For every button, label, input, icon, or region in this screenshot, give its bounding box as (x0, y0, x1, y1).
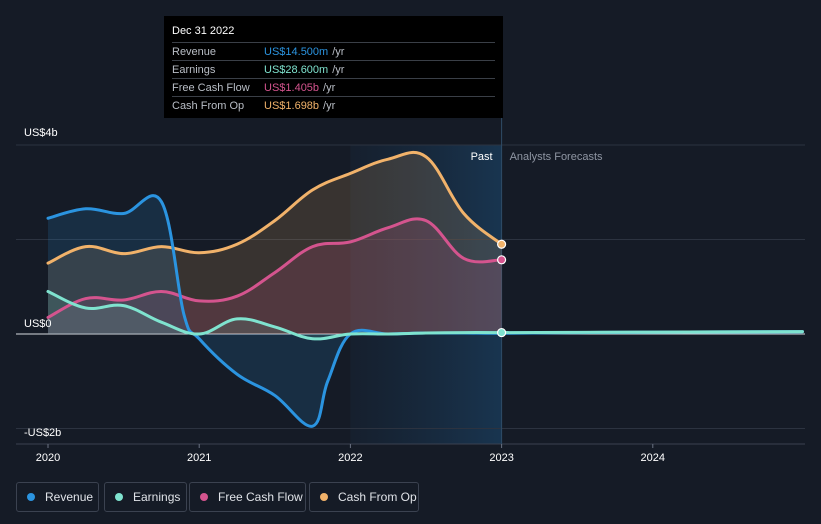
x-tick-label: 2023 (489, 452, 513, 464)
tooltip-row-value: US$28.600m (264, 63, 329, 76)
legend-item-cash-from-op[interactable]: Cash From Op (309, 482, 419, 512)
tooltip-row-label: Cash From Op (172, 99, 245, 112)
earnings-marker[interactable] (497, 327, 507, 338)
cash-from-op-line (46, 150, 504, 265)
y-tick-label: US$0 (24, 318, 52, 330)
legend-label: Revenue (45, 490, 94, 504)
free-cash-flow-area (48, 218, 502, 334)
legend-dot-icon (320, 493, 328, 501)
legend-item-earnings[interactable]: Earnings (104, 482, 187, 512)
cash-from-op-area (48, 152, 502, 334)
legend-item-free-cash-flow[interactable]: Free Cash Flow (189, 482, 306, 512)
earnings-area (48, 291, 803, 339)
data-tooltip: Dec 31 2022 Revenue US$14.500m/yr Earnings… (164, 16, 503, 118)
tooltip-row-unit: /yr (332, 45, 345, 58)
past-label: Past (471, 151, 493, 163)
tooltip-row-unit: /yr (323, 81, 336, 94)
y-tick-label: US$4b (24, 127, 58, 139)
x-tick-label: 2020 (36, 452, 60, 464)
cash-from-op-marker[interactable] (497, 239, 507, 249)
tooltip-row-label: Earnings (172, 63, 216, 76)
free-cash-flow-line (46, 217, 504, 319)
tooltip-row-unit: /yr (332, 63, 345, 76)
tooltip-row: Revenue US$14.500m/yr (172, 42, 495, 60)
forecast-label: Analysts Forecasts (510, 151, 603, 163)
x-tick-label: 2024 (641, 452, 665, 464)
tooltip-row-value: US$1.698b (264, 99, 320, 112)
tooltip-row: Earnings US$28.600m/yr (172, 60, 495, 78)
y-tick-label: -US$2b (24, 427, 61, 439)
tooltip-row-label: Free Cash Flow (172, 81, 250, 94)
legend-dot-icon (27, 493, 35, 501)
tooltip-row: Cash From Op US$1.698b/yr (172, 96, 495, 114)
legend-label: Cash From Op (338, 490, 417, 504)
tooltip-row-label: Revenue (172, 45, 217, 58)
earnings-line (46, 289, 804, 341)
legend-dot-icon (200, 493, 208, 501)
tooltip-row-unit: /yr (323, 99, 336, 112)
revenue-area (48, 195, 803, 427)
legend-item-revenue[interactable]: Revenue (16, 482, 99, 512)
legend-label: Free Cash Flow (218, 490, 303, 504)
past-highlight-band (350, 145, 502, 444)
legend-label: Earnings (133, 490, 181, 504)
tooltip-date: Dec 31 2022 (172, 25, 235, 37)
free-cash-flow-marker[interactable] (497, 255, 507, 265)
legend-dot-icon (115, 493, 123, 501)
x-tick-label: 2022 (338, 452, 362, 464)
tooltip-row-value: US$14.500m (264, 45, 329, 58)
tooltip-row: Free Cash Flow US$1.405b/yr (172, 78, 495, 96)
x-tick-label: 2021 (187, 452, 211, 464)
tooltip-row-value: US$1.405b (264, 81, 320, 94)
